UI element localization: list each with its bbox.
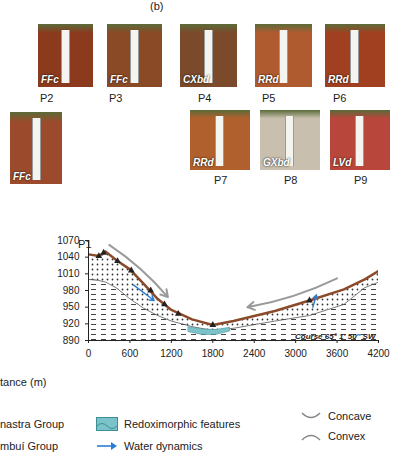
svg-text:1040: 1040 — [57, 251, 80, 262]
svg-text:3000: 3000 — [285, 348, 308, 359]
html-text:FFc: FFc — [13, 171, 31, 182]
svg-text:1010: 1010 — [57, 268, 80, 279]
html-text:GXbd: GXbd — [263, 157, 290, 168]
html-text:RRd: RRd — [328, 74, 349, 85]
html-text:P8: P8 — [284, 174, 298, 186]
html-text:Water dynamics: Water dynamics — [124, 440, 203, 452]
svg-text:600: 600 — [122, 348, 139, 359]
html-text:CXbd: CXbd — [183, 74, 210, 85]
html-text:P7: P7 — [214, 174, 228, 186]
html-text:P6: P6 — [333, 92, 347, 104]
svg-text:2400: 2400 — [243, 348, 266, 359]
svg-text:1070: 1070 — [57, 235, 80, 246]
svg-text:3600: 3600 — [326, 348, 349, 359]
html-text:FFc: FFc — [41, 74, 59, 85]
html-text:nastra Group: nastra Group — [0, 418, 65, 430]
html-text:Concave: Concave — [328, 410, 372, 422]
html-text:Redoximorphic features: Redoximorphic features — [124, 418, 241, 430]
svg-text:4200: 4200 — [367, 348, 390, 359]
svg-text:920: 920 — [63, 318, 80, 329]
html-text:tance (m): tance (m) — [0, 376, 47, 388]
html-text:RRd: RRd — [258, 74, 279, 85]
html-text:Convex: Convex — [328, 430, 366, 442]
html-text:RRd: RRd — [193, 157, 214, 168]
html-text:P9: P9 — [354, 174, 368, 186]
html-text:LVd: LVd — [333, 157, 352, 168]
html-text:P5: P5 — [262, 92, 276, 104]
svg-text:1200: 1200 — [160, 348, 183, 359]
html-text:mbuí Group: mbuí Group — [0, 440, 59, 452]
html-text:P4: P4 — [198, 92, 212, 104]
svg-text:0: 0 — [86, 348, 92, 359]
html-text:FFc: FFc — [110, 74, 128, 85]
html-text:P3: P3 — [109, 92, 123, 104]
svg-text:P1: P1 — [78, 238, 91, 250]
html-text:(b): (b) — [150, 0, 164, 12]
svg-text:950: 950 — [63, 301, 80, 312]
html-text:P2: P2 — [40, 92, 54, 104]
svg-text:890: 890 — [63, 335, 80, 346]
svg-text:1800: 1800 — [202, 348, 225, 359]
svg-text:980: 980 — [63, 285, 80, 296]
svg-text:Course 65° 1' 50'' SW: Course 65° 1' 50'' SW — [295, 332, 377, 341]
